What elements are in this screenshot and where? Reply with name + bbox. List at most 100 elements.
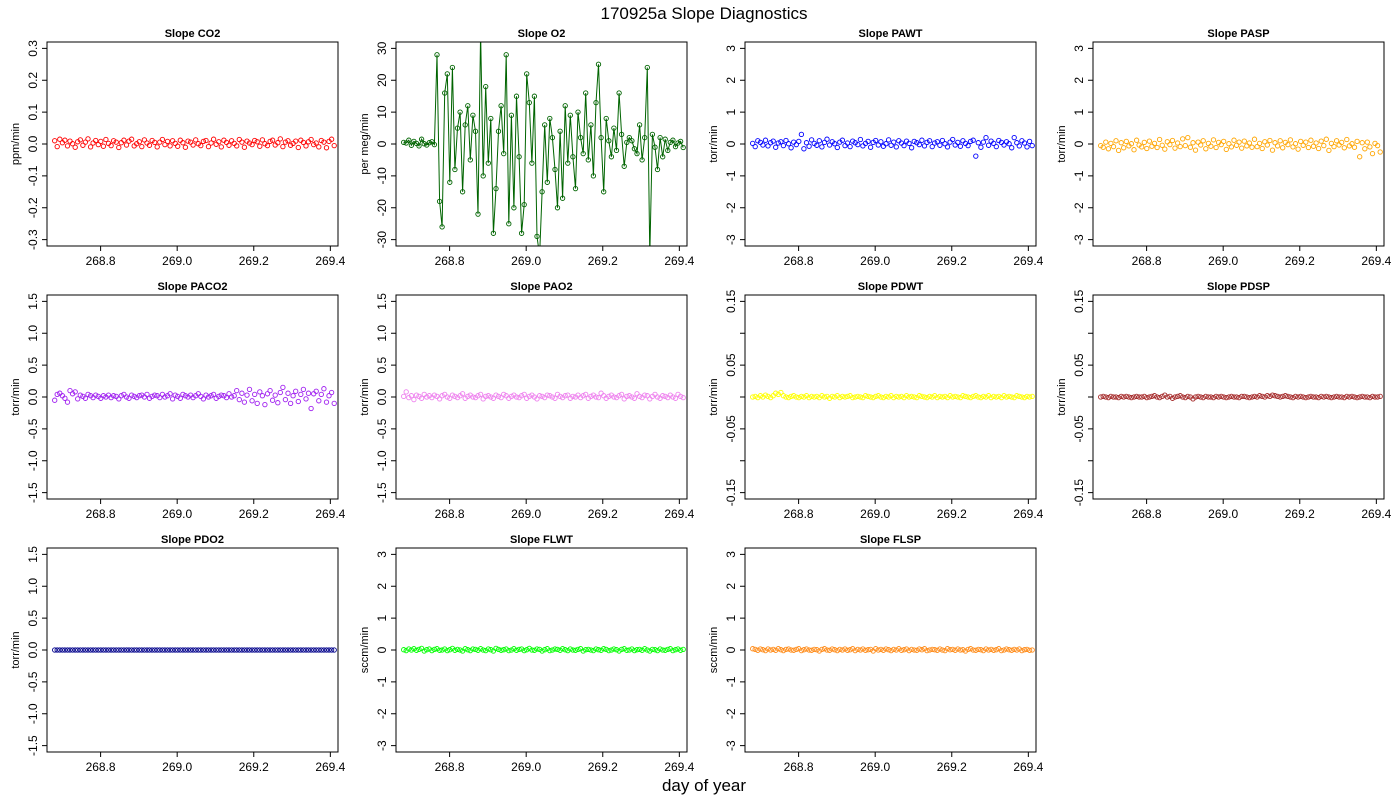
data-point: [629, 394, 635, 400]
data-point: [1118, 140, 1124, 146]
y-axis-label: sccm/min: [359, 627, 371, 673]
data-point: [1300, 394, 1306, 400]
data-point: [424, 394, 430, 400]
data-layer: [401, 389, 686, 403]
data-point: [883, 141, 889, 147]
data-point: [1357, 154, 1363, 160]
y-tick-label: -1: [724, 676, 738, 687]
data-point: [644, 393, 650, 399]
data-point: [216, 393, 222, 400]
data-point: [403, 389, 409, 395]
data-point: [488, 647, 494, 653]
data-point: [1133, 393, 1140, 400]
data-point: [295, 144, 301, 151]
data-point: [185, 647, 191, 653]
data-point: [1295, 146, 1301, 152]
data-point: [665, 147, 671, 154]
data-point: [1003, 646, 1010, 652]
data-point: [411, 396, 417, 403]
data-point: [52, 647, 58, 653]
data-point: [72, 647, 78, 653]
data-point: [534, 396, 540, 402]
data-point: [1208, 143, 1214, 149]
data-point: [259, 393, 266, 399]
data-point: [180, 140, 186, 146]
x-tick-label: 268.8: [784, 507, 814, 521]
data-point: [503, 52, 509, 58]
data-point: [139, 647, 145, 653]
data-point: [1026, 138, 1033, 145]
x-tick-label: 269.4: [1013, 507, 1043, 521]
data-point: [269, 647, 276, 653]
data-point: [1136, 394, 1142, 400]
data-point: [880, 394, 887, 401]
data-point: [457, 109, 463, 115]
panel-slope-pasp: Slope PASP torr/min 268.8 269.0 269.2 269.4 -3…: [1056, 28, 1392, 268]
data-point: [1280, 393, 1286, 400]
y-tick-label: 0.5: [26, 609, 40, 626]
data-point: [1006, 393, 1012, 400]
data-point: [316, 647, 322, 653]
data-point: [919, 137, 925, 143]
data-point: [80, 142, 86, 148]
y-axis-label: torr/min: [1056, 125, 1068, 162]
y-tick-label: 0.1: [26, 103, 40, 120]
panel-title: Slope PASP: [1207, 28, 1269, 40]
data-point: [1113, 138, 1119, 144]
x-tick-label: 269.4: [664, 507, 694, 521]
data-point: [459, 189, 466, 195]
data-point: [1262, 139, 1268, 145]
figure-title: 170925a Slope Diagnostics: [601, 4, 808, 23]
data-point: [1218, 141, 1224, 148]
data-point: [1264, 393, 1270, 399]
x-tick-label: 269.0: [1208, 507, 1238, 521]
data-point: [85, 391, 91, 398]
data-point: [775, 140, 781, 146]
y-tick-label: 2: [724, 77, 738, 84]
data-point: [483, 647, 489, 654]
data-point: [321, 647, 327, 653]
data-point: [554, 205, 561, 211]
data-point: [269, 397, 276, 403]
y-tick-label: -1.5: [26, 735, 40, 756]
data-point: [675, 140, 681, 146]
data-layer: [750, 389, 1035, 401]
data-point: [806, 647, 812, 653]
data-point: [570, 154, 576, 160]
data-point: [205, 394, 212, 400]
data-point: [583, 90, 589, 96]
data-point: [93, 137, 99, 144]
data-layer: [52, 384, 337, 412]
data-point: [311, 391, 317, 397]
data-point: [606, 138, 612, 144]
panel-title: Slope FLWT: [510, 534, 573, 546]
y-tick-label: 1: [724, 614, 738, 621]
data-point: [452, 647, 458, 653]
plot-frame: [744, 41, 1037, 247]
panel-slope-flwt: Slope FLWT sccm/min 268.8 269.0 269.2 269.4 -3…: [359, 534, 695, 774]
data-point: [1287, 394, 1294, 400]
data-point: [157, 647, 163, 653]
data-point: [531, 647, 538, 653]
data-point: [152, 392, 158, 398]
data-point: [778, 389, 784, 396]
data-point: [252, 647, 258, 653]
data-point: [916, 393, 922, 399]
plot-frame: [744, 294, 1037, 500]
data-point: [1251, 136, 1258, 142]
data-point: [216, 139, 222, 145]
data-point: [1131, 394, 1137, 400]
data-point: [141, 137, 148, 143]
data-point: [875, 393, 881, 399]
data-point: [919, 647, 925, 653]
data-point: [110, 138, 117, 144]
data-point: [616, 393, 622, 399]
x-tick-label: 269.4: [1013, 760, 1043, 774]
data-point: [200, 138, 207, 145]
y-tick-label: 3: [724, 45, 738, 52]
data-point: [1315, 394, 1322, 401]
data-point: [264, 391, 271, 397]
data-point: [328, 136, 335, 142]
y-tick-label: 1.5: [375, 293, 389, 310]
y-tick-label: 0.15: [1072, 289, 1086, 313]
